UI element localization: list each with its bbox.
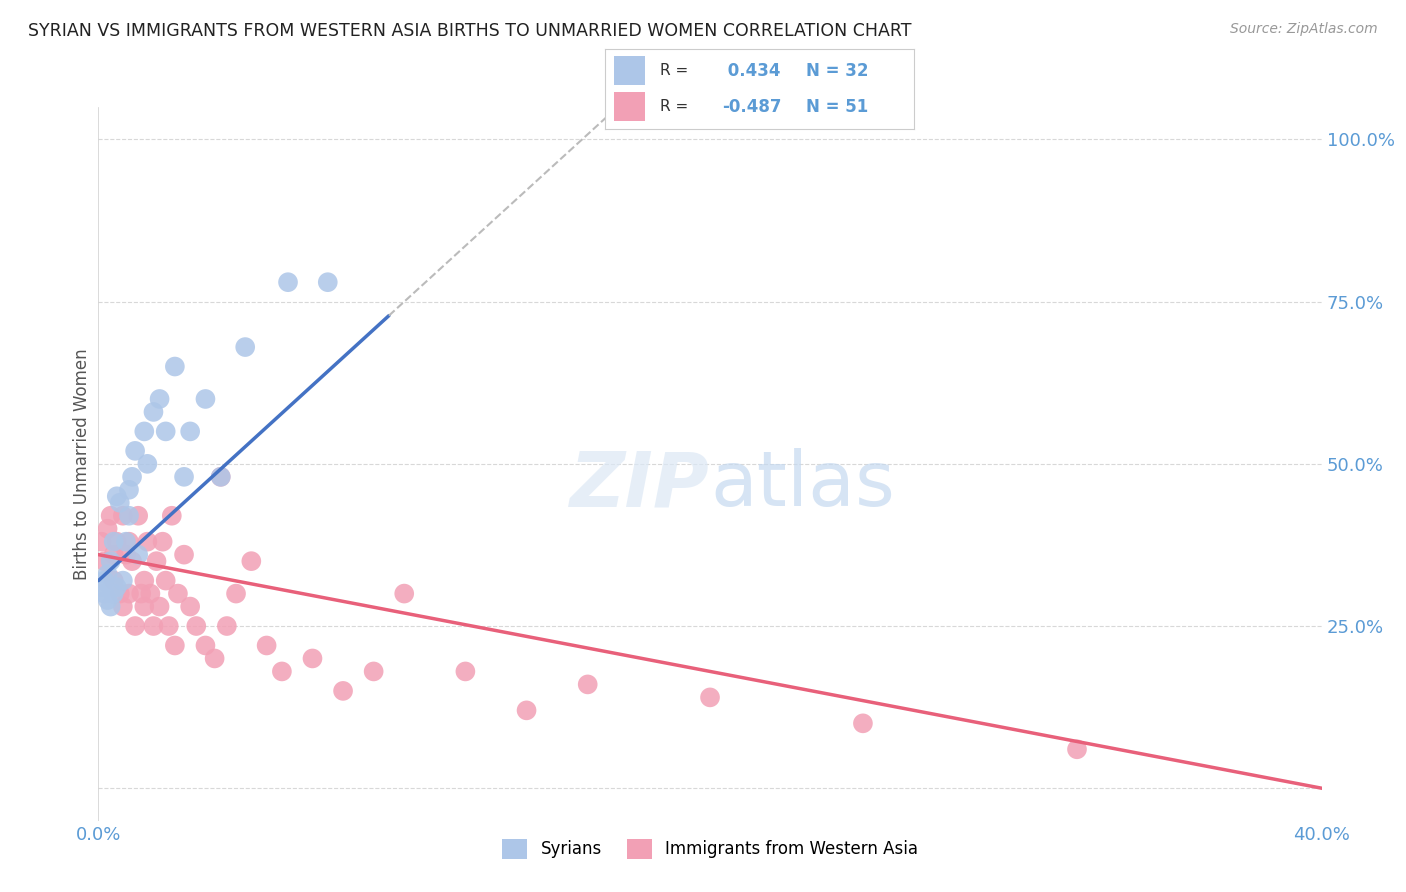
Point — [160, 508, 183, 523]
Text: R =: R = — [661, 99, 689, 114]
Point — [111, 508, 134, 523]
Point — [1066, 742, 1088, 756]
Point — [136, 534, 159, 549]
Point — [194, 392, 217, 406]
FancyBboxPatch shape — [614, 56, 645, 86]
Point — [134, 425, 156, 439]
Point — [118, 534, 141, 549]
Point — [167, 586, 190, 600]
Point — [179, 599, 201, 614]
Point — [152, 534, 174, 549]
Point — [163, 359, 186, 374]
Point — [392, 586, 416, 600]
Point — [90, 580, 112, 594]
Point — [103, 534, 125, 549]
Text: -0.487: -0.487 — [723, 98, 782, 116]
Point — [118, 586, 141, 600]
Point — [90, 534, 112, 549]
Point — [97, 522, 120, 536]
Point — [142, 619, 165, 633]
Point — [163, 639, 186, 653]
Legend: Syrians, Immigrants from Western Asia: Syrians, Immigrants from Western Asia — [495, 832, 925, 866]
Point — [93, 574, 115, 588]
Point — [121, 554, 143, 568]
Point — [209, 470, 232, 484]
Point — [576, 677, 599, 691]
Point — [115, 548, 138, 562]
Point — [103, 548, 125, 562]
FancyBboxPatch shape — [614, 93, 645, 121]
Point — [316, 275, 339, 289]
Text: 0.434: 0.434 — [723, 62, 780, 79]
Point — [149, 599, 172, 614]
Point — [100, 508, 122, 523]
Text: atlas: atlas — [710, 449, 894, 522]
Point — [93, 586, 115, 600]
Point — [145, 554, 167, 568]
Point — [93, 554, 115, 568]
Point — [852, 716, 875, 731]
Point — [139, 586, 162, 600]
Point — [97, 593, 120, 607]
Point — [127, 508, 149, 523]
Point — [173, 548, 195, 562]
Point — [699, 690, 721, 705]
Point — [225, 586, 247, 600]
Point — [100, 599, 122, 614]
Text: N = 51: N = 51 — [806, 98, 868, 116]
Point — [454, 665, 477, 679]
Point — [129, 586, 152, 600]
Point — [100, 554, 122, 568]
Point — [277, 275, 299, 289]
Point — [118, 483, 141, 497]
Text: ZIP: ZIP — [571, 449, 710, 522]
Point — [105, 580, 128, 594]
Point — [209, 470, 232, 484]
Point — [363, 665, 385, 679]
Point — [204, 651, 226, 665]
Point — [105, 489, 128, 503]
Point — [108, 496, 131, 510]
Point — [124, 443, 146, 458]
Point — [173, 470, 195, 484]
Point — [118, 508, 141, 523]
Point — [270, 665, 292, 679]
Point — [136, 457, 159, 471]
Text: SYRIAN VS IMMIGRANTS FROM WESTERN ASIA BIRTHS TO UNMARRIED WOMEN CORRELATION CHA: SYRIAN VS IMMIGRANTS FROM WESTERN ASIA B… — [28, 22, 911, 40]
Point — [256, 639, 278, 653]
Point — [121, 470, 143, 484]
Point — [127, 548, 149, 562]
Text: R =: R = — [661, 63, 689, 78]
Point — [215, 619, 238, 633]
Point — [240, 554, 263, 568]
Point — [111, 574, 134, 588]
Point — [115, 534, 138, 549]
Point — [155, 425, 177, 439]
Text: N = 32: N = 32 — [806, 62, 868, 79]
Point — [179, 425, 201, 439]
Point — [194, 639, 217, 653]
Point — [134, 599, 156, 614]
Point — [516, 703, 538, 717]
Point — [124, 619, 146, 633]
Point — [103, 586, 125, 600]
Point — [134, 574, 156, 588]
Point — [186, 619, 208, 633]
Point — [155, 574, 177, 588]
Point — [97, 567, 120, 582]
Text: Source: ZipAtlas.com: Source: ZipAtlas.com — [1230, 22, 1378, 37]
Point — [301, 651, 323, 665]
Y-axis label: Births to Unmarried Women: Births to Unmarried Women — [73, 348, 91, 580]
Point — [105, 534, 128, 549]
Point — [332, 684, 354, 698]
Point — [233, 340, 256, 354]
Point — [157, 619, 180, 633]
Point — [149, 392, 172, 406]
Point — [111, 599, 134, 614]
Point — [103, 574, 125, 588]
Point — [108, 586, 131, 600]
Point — [142, 405, 165, 419]
